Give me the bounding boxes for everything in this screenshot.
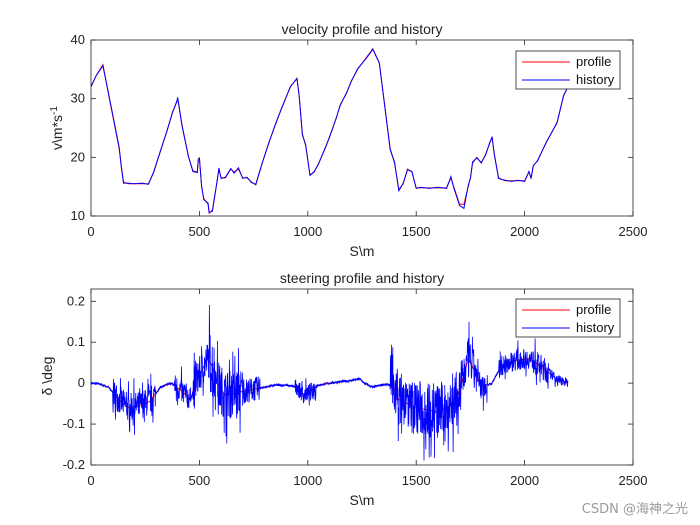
velocity-x-tick-label: 2500: [619, 224, 648, 239]
velocity-y-tick-label: 10: [71, 208, 85, 223]
steering-x-tick-label: 2000: [510, 473, 539, 488]
steering-y-tick-label: 0.2: [67, 293, 85, 308]
velocity-lines: [90, 47, 569, 215]
steering-x-tick-label: 1000: [293, 473, 322, 488]
watermark: CSDN @海神之光: [581, 502, 688, 517]
velocity-history-line: [90, 48, 569, 214]
velocity-legend: profile history: [515, 50, 621, 90]
velocity-x-tick-label: 1500: [402, 224, 431, 239]
velocity-legend-profile-label: profile: [576, 54, 611, 69]
steering-legend-history-label: history: [576, 320, 615, 335]
steering-title: steering profile and history: [280, 270, 444, 286]
velocity-y-label-exp: -1: [49, 106, 60, 115]
velocity-legend-box: [515, 50, 621, 90]
steering-y-tick-label: 0: [78, 375, 85, 390]
steering-axes: steering profile and history S\m δ \deg …: [39, 270, 647, 508]
velocity-y-ticks: 10 20 30 40: [71, 32, 633, 223]
velocity-x-label: S\m: [350, 243, 375, 259]
steering-y-label: δ \deg: [39, 357, 55, 396]
velocity-x-tick-label: 500: [189, 224, 211, 239]
velocity-y-tick-label: 30: [71, 91, 85, 106]
steering-x-label: S\m: [350, 492, 375, 508]
steering-y-tick-label: -0.1: [63, 416, 85, 431]
steering-x-tick-label: 500: [189, 473, 211, 488]
steering-x-tick-label: 2500: [619, 473, 648, 488]
velocity-y-tick-label: 40: [71, 32, 85, 47]
velocity-x-ticks: 0 500 1000 1500 2000 2500: [87, 40, 647, 239]
steering-y-ticks: -0.2 -0.1 0 0.1 0.2: [63, 293, 633, 472]
velocity-y-tick-label: 20: [71, 149, 85, 164]
steering-x-ticks: 0 500 1000 1500 2000 2500: [87, 289, 647, 488]
steering-legend: profile history: [515, 298, 621, 338]
velocity-x-tick-label: 2000: [510, 224, 539, 239]
steering-legend-box: [515, 298, 621, 338]
velocity-y-label: v\m*s-1: [49, 106, 65, 150]
velocity-x-tick-label: 0: [87, 224, 94, 239]
steering-legend-profile-label: profile: [576, 302, 611, 317]
steering-y-tick-label: 0.1: [67, 334, 85, 349]
steering-lines: [90, 305, 569, 461]
steering-history-line: [90, 305, 569, 461]
velocity-title: velocity profile and history: [281, 21, 442, 37]
steering-y-tick-label: -0.2: [63, 457, 85, 472]
velocity-legend-history-label: history: [576, 72, 615, 87]
steering-x-tick-label: 1500: [402, 473, 431, 488]
velocity-axes: velocity profile and history S\m v\m*s-1…: [49, 21, 647, 259]
velocity-x-tick-label: 1000: [293, 224, 322, 239]
steering-x-tick-label: 0: [87, 473, 94, 488]
